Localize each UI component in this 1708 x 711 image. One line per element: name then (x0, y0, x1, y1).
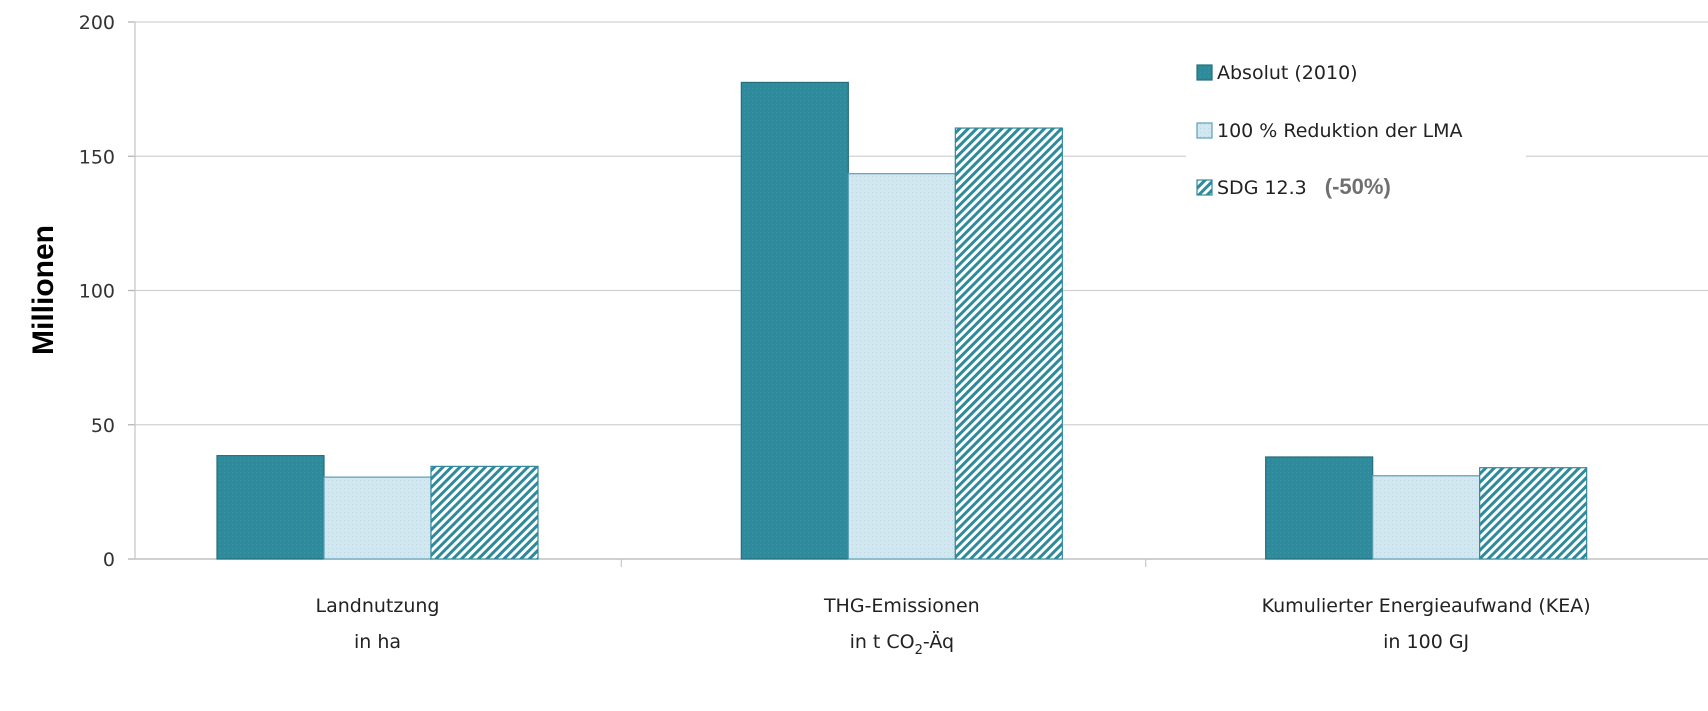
y-tick-label: 0 (103, 549, 115, 571)
y-tick-label: 50 (91, 415, 115, 437)
category-label-line2: in 100 GJ (1383, 631, 1469, 653)
legend-swatch (1196, 122, 1213, 139)
legend: Absolut (2010) 100 % Reduktion der LMA SDG… (1186, 52, 1526, 222)
bar-absolut-2 (740, 81, 849, 560)
legend-series-name: 100 % Reduktion der LMA (1217, 120, 1463, 142)
bar-reduktion-2 (847, 173, 956, 560)
category-label-line1: Landnutzung (316, 595, 440, 617)
category-label-line1: Kumulierter Energieaufwand (KEA) (1262, 595, 1591, 617)
y-tick-label: 100 (79, 281, 115, 303)
bars (216, 81, 1588, 567)
legend-swatch (1196, 179, 1213, 196)
category-label-line2: in ha (354, 631, 401, 653)
category-unit-tail: -Äq (923, 630, 954, 653)
y-tick-label: 150 (79, 146, 115, 168)
y-ticks: 0 50 100 150 200 (79, 12, 115, 571)
x-categories: Landnutzung in ha THG-Emissionen in t CO2-Ä… (316, 595, 1591, 658)
category-label-line2: in t CO2-Äq (850, 630, 955, 658)
category-unit: in t CO (850, 631, 915, 653)
category-unit: in ha (354, 631, 401, 653)
legend-series-name: Absolut (2010) (1217, 62, 1358, 84)
bar-absolut-3 (1265, 456, 1374, 560)
bar-sdg-1 (430, 465, 539, 560)
legend-entry-label: 100 % Reduktion der LMA (1217, 120, 1463, 142)
y-axis-label: Millionen (27, 225, 60, 355)
category-unit: in 100 GJ (1383, 631, 1469, 653)
legend-swatch (1196, 64, 1213, 81)
bar-reduktion-3 (1372, 475, 1481, 560)
y-tick-label: 200 (79, 12, 115, 34)
bar-sdg-2 (954, 127, 1063, 560)
legend-entry-label: SDG 12.3 (-50%) (1217, 174, 1391, 199)
legend-series-name: SDG 12.3 (1217, 177, 1307, 199)
bar-reduktion-1 (323, 476, 432, 560)
legend-series-suffix: (-50%) (1325, 174, 1391, 199)
bar-absolut-1 (216, 455, 325, 560)
legend-entry-label: Absolut (2010) (1217, 62, 1358, 84)
category-label-line1: THG-Emissionen (823, 595, 980, 617)
bar-sdg-3 (1479, 467, 1588, 560)
category-unit-subscript: 2 (915, 643, 923, 658)
legend-background (1186, 52, 1526, 222)
